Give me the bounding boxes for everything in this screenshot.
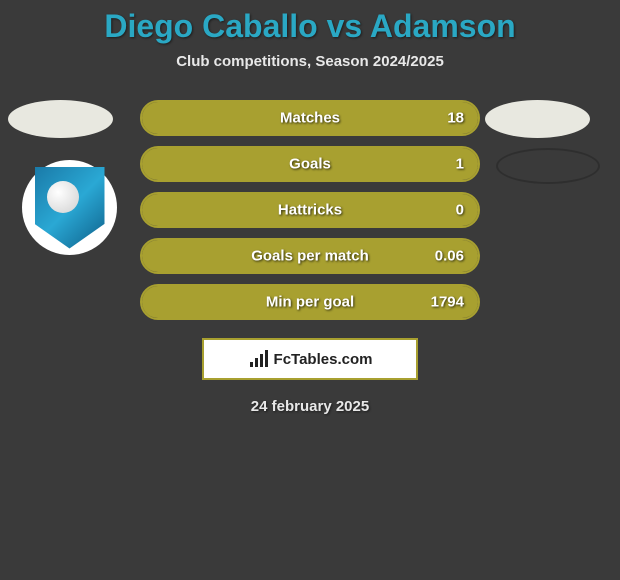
stat-value: 0.06 <box>435 248 464 265</box>
stat-row: Matches 18 <box>140 100 480 136</box>
comparison-area: Matches 18 Goals 1 Hattricks 0 Goals per match… <box>0 100 620 320</box>
stat-row: Hattricks 0 <box>140 192 480 228</box>
date-text: 24 february 2025 <box>0 398 620 415</box>
stat-label: Matches <box>280 110 340 127</box>
subtitle: Club competitions, Season 2024/2025 <box>0 53 620 70</box>
club-badge <box>22 160 117 255</box>
chart-icon <box>248 350 270 368</box>
stat-label: Min per goal <box>266 294 354 311</box>
player-right-shadow <box>498 150 598 182</box>
stat-label: Goals <box>289 156 331 173</box>
badge-shield <box>35 167 105 249</box>
stat-label: Hattricks <box>278 202 342 219</box>
stat-value: 1794 <box>431 294 464 311</box>
stat-value: 0 <box>456 202 464 219</box>
page-title: Diego Caballo vs Adamson <box>0 8 620 45</box>
stat-value: 18 <box>447 110 464 127</box>
stat-row: Goals 1 <box>140 146 480 182</box>
brand-text: FcTables.com <box>274 351 373 368</box>
stat-row: Min per goal 1794 <box>140 284 480 320</box>
soccer-ball-icon <box>47 181 79 213</box>
stat-label: Goals per match <box>251 248 369 265</box>
brand-box: FcTables.com <box>202 338 418 380</box>
stats-list: Matches 18 Goals 1 Hattricks 0 Goals per match… <box>140 100 480 320</box>
player-left-avatar <box>8 100 113 138</box>
player-right-avatar <box>485 100 590 138</box>
stat-row: Goals per match 0.06 <box>140 238 480 274</box>
stat-value: 1 <box>456 156 464 173</box>
infographic-container: Diego Caballo vs Adamson Club competitio… <box>0 0 620 415</box>
